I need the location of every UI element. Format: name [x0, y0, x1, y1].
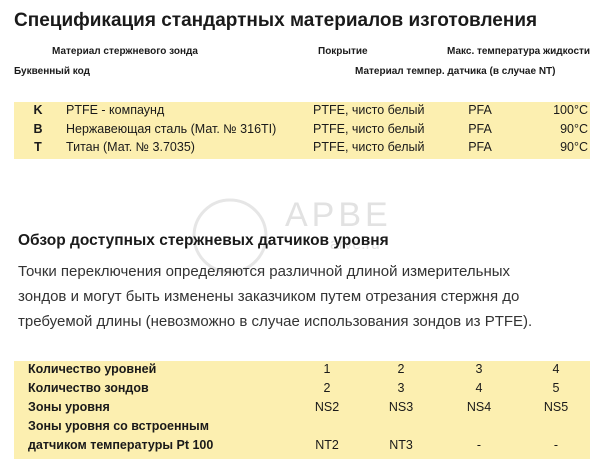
cell: PTFE, чисто белый — [313, 140, 425, 154]
watermark: АРВЕ — [285, 196, 392, 234]
cell: 2 — [323, 381, 331, 395]
cell: PTFE, чисто белый — [313, 121, 425, 136]
header: Макс. температура жидкости — [447, 46, 591, 57]
cell: 100°C — [553, 103, 588, 117]
cell: 4 — [552, 362, 560, 376]
cell: - — [553, 438, 559, 452]
cell: T — [34, 140, 42, 154]
cell: Нержавеющая сталь (Мат. № 316TI) — [66, 121, 277, 136]
cell: 5 — [552, 381, 560, 395]
cell: 3 — [397, 381, 405, 395]
row-label: Зоны уровня со встроенным — [28, 419, 209, 433]
cell: NT3 — [389, 438, 413, 452]
row-label: Количество зондов — [28, 381, 149, 395]
watermark-logo — [192, 198, 268, 274]
cell: NS2 — [314, 400, 340, 414]
cell: PTFE, чисто белый — [313, 103, 425, 117]
cell: PFA — [468, 121, 492, 136]
cell: NS5 — [543, 400, 569, 414]
paragraph-line: Точки переключения определяются различно… — [18, 263, 511, 280]
table-band — [14, 361, 590, 459]
table-band — [14, 102, 590, 159]
watermark: arve.ru — [330, 236, 380, 253]
cell: 4 — [475, 381, 483, 395]
cell: NS3 — [388, 400, 414, 414]
paragraph-line: зондов и могут быть изменены заказчиком … — [18, 288, 520, 305]
title: Спецификация стандартных материалов изго… — [14, 10, 538, 31]
cell: B — [33, 121, 43, 136]
cell: 1 — [323, 362, 331, 376]
cell: PFA — [468, 140, 492, 154]
header: Буквенный код — [14, 66, 90, 77]
header: Материал темпер. датчика (в случае NT) — [355, 66, 556, 77]
cell: K — [33, 103, 43, 117]
cell: Титан (Мат. № 3.7035) — [66, 140, 195, 154]
header: Покрытие — [318, 46, 368, 57]
cell: 90°C — [560, 121, 588, 136]
cell: 3 — [475, 362, 483, 376]
row-label: Зоны уровня — [28, 400, 110, 414]
row-label: Количество уровней — [28, 362, 157, 376]
cell: NS4 — [466, 400, 492, 414]
cell: PTFE - компаунд — [66, 103, 165, 117]
cell: NT2 — [315, 438, 339, 452]
paragraph-line: требуемой длины (невозможно в случае исп… — [18, 313, 533, 330]
header: Материал стержневого зонда — [52, 46, 198, 57]
cell: 90°C — [560, 140, 588, 154]
section-heading: Обзор доступных стержневых датчиков уров… — [18, 232, 389, 249]
row-label: датчиком температуры Pt 100 — [28, 438, 214, 452]
cell: - — [476, 438, 482, 452]
cell: 2 — [397, 362, 405, 376]
cell: PFA — [468, 103, 492, 117]
